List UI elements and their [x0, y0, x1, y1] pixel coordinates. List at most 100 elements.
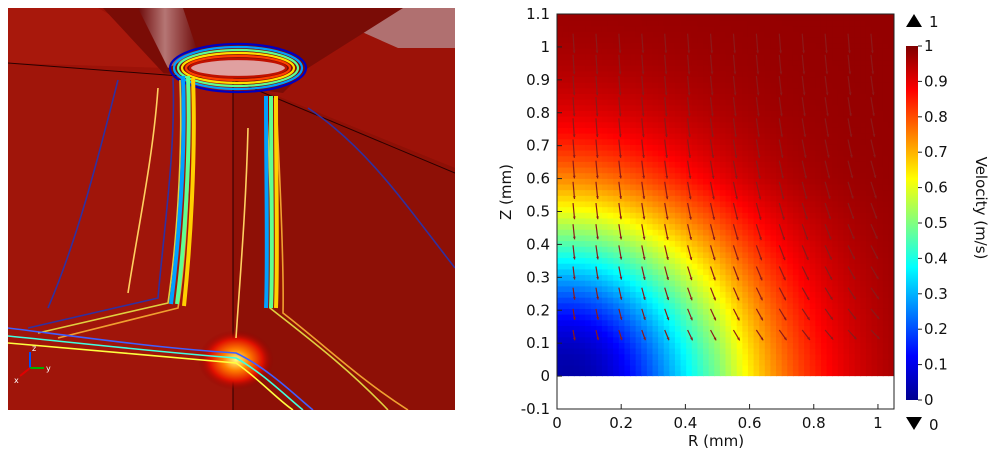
field-cell — [781, 42, 789, 49]
field-cell — [725, 19, 732, 27]
field-cell — [585, 138, 592, 145]
field-cell — [691, 296, 699, 304]
field-cell — [781, 285, 789, 293]
velocity-arrow-head — [619, 236, 623, 240]
field-cell — [557, 155, 564, 162]
field-cell — [809, 342, 817, 349]
field-cell — [798, 47, 805, 55]
field-cell — [652, 19, 659, 27]
field-cell — [888, 195, 894, 202]
field-cell — [832, 200, 839, 208]
field-cell — [837, 30, 845, 38]
field-cell — [568, 370, 575, 377]
field-cell — [663, 245, 671, 253]
velocity-arrow-head — [687, 50, 691, 54]
field-cell — [877, 285, 884, 293]
field-cell — [871, 195, 878, 202]
field-cell — [658, 347, 665, 355]
field-cell — [624, 240, 631, 247]
field-cell — [708, 279, 716, 287]
field-cell — [747, 330, 755, 338]
field-cell — [607, 42, 614, 49]
field-cell — [832, 30, 839, 38]
field-cell — [624, 245, 631, 253]
field-cell — [871, 347, 878, 355]
field-cell — [680, 206, 687, 213]
field-cell — [596, 76, 603, 83]
field-cell — [680, 87, 687, 95]
field-cell — [579, 121, 586, 128]
field-cell — [568, 212, 575, 219]
field-cell — [624, 347, 631, 355]
field-cell — [601, 240, 609, 247]
field-cell — [877, 59, 884, 66]
field-cell — [725, 115, 732, 123]
field-cell — [770, 347, 777, 355]
field-cell — [815, 14, 822, 21]
field-cell — [849, 178, 856, 185]
field-cell — [680, 19, 687, 27]
field-cell — [888, 336, 894, 343]
field-cell — [764, 121, 772, 128]
velocity-arrow-head — [733, 92, 737, 96]
field-cell — [882, 172, 890, 179]
field-cell — [601, 279, 609, 287]
field-cell — [747, 14, 755, 21]
field-cell — [882, 121, 890, 128]
field-cell — [573, 200, 581, 208]
field-cell — [804, 370, 811, 377]
field-cell — [871, 342, 878, 349]
field-cell — [764, 14, 772, 21]
field-cell — [742, 104, 749, 111]
field-cell — [731, 115, 738, 123]
field-cell — [815, 195, 822, 202]
field-cell — [809, 212, 817, 219]
field-cell — [871, 121, 878, 128]
field-cell — [871, 149, 878, 157]
field-cell — [557, 115, 564, 123]
field-cell — [742, 223, 749, 230]
field-cell — [686, 53, 693, 61]
field-cell — [837, 223, 845, 230]
field-cell — [669, 319, 676, 326]
field-cell — [770, 274, 777, 281]
velocity-arrow-head — [756, 113, 760, 117]
field-cell — [652, 257, 659, 264]
field-cell — [804, 36, 811, 44]
velocity-arrow-head — [802, 50, 805, 54]
field-cell — [860, 359, 867, 366]
field-cell — [877, 353, 884, 360]
field-cell — [674, 342, 682, 349]
field-cell — [865, 64, 873, 72]
velocity-arrow-head — [875, 256, 879, 260]
field-cell — [630, 70, 637, 78]
field-cell — [635, 87, 643, 95]
field-cell — [736, 121, 744, 128]
field-cell — [781, 319, 789, 326]
field-cell — [686, 279, 693, 287]
field-cell — [652, 342, 659, 349]
field-cell — [590, 296, 598, 304]
field-cell — [781, 228, 789, 236]
field-cell — [669, 172, 676, 179]
field-cell — [843, 19, 850, 27]
field-cell — [585, 104, 592, 111]
field-cell — [888, 330, 894, 338]
field-cell — [871, 138, 878, 145]
field-cell — [753, 330, 760, 338]
x-tick-label: 0.2 — [609, 414, 633, 432]
field-cell — [776, 87, 783, 95]
field-cell — [680, 132, 687, 140]
field-cell — [888, 25, 894, 32]
field-cell — [854, 342, 862, 349]
field-cell — [747, 166, 755, 174]
field-cell — [865, 149, 873, 157]
field-cell — [787, 234, 794, 242]
field-cell — [601, 70, 609, 78]
field-cell — [703, 30, 710, 38]
field-cell — [725, 302, 732, 309]
field-cell — [562, 81, 570, 89]
field-cell — [860, 364, 867, 372]
field-cell — [860, 228, 867, 236]
field-cell — [641, 166, 648, 174]
